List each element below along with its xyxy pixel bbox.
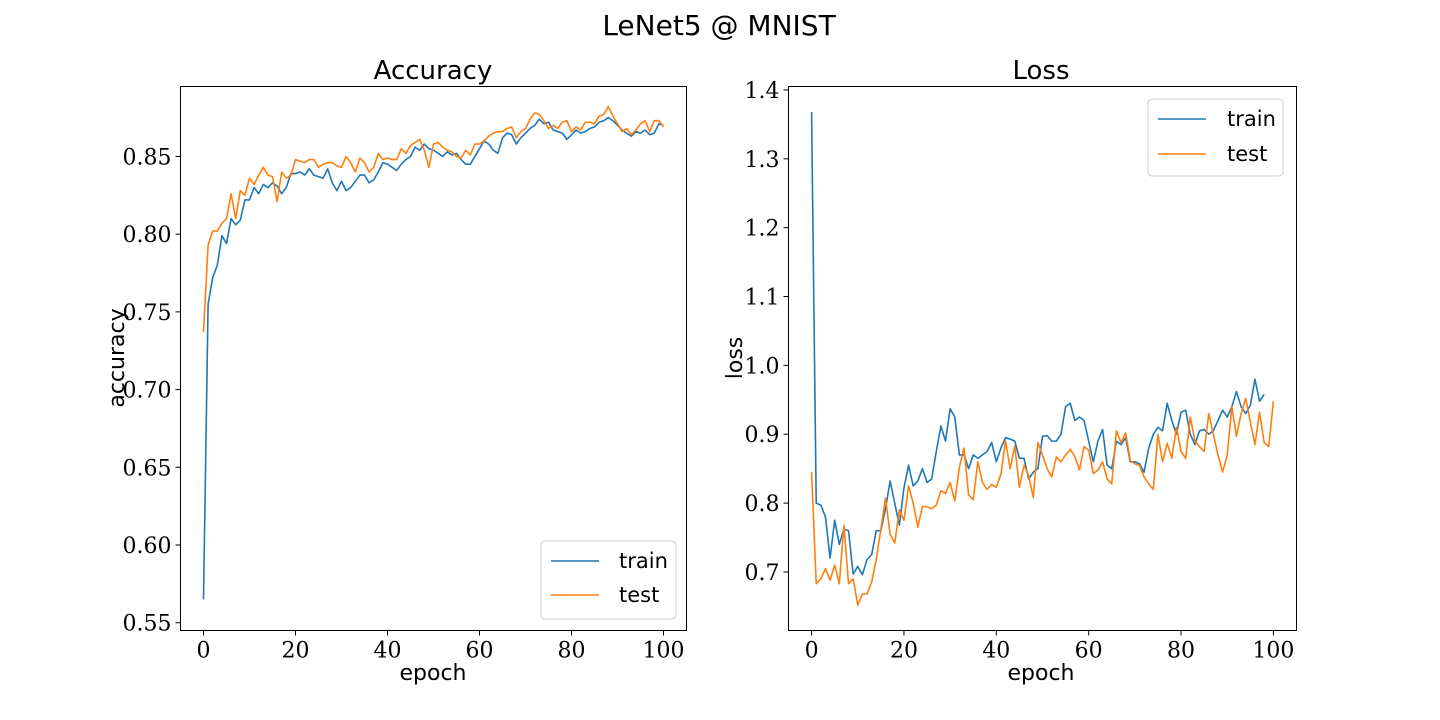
accuracy-xtick-label: 40 xyxy=(374,639,402,664)
loss-plot-lines xyxy=(810,111,1275,606)
figure-title: LeNet5 @ MNIST xyxy=(602,9,836,42)
accuracy-legend-train-label: train xyxy=(619,549,668,573)
accuracy-series-test-line xyxy=(202,105,665,333)
loss-ytick-label: 1.0 xyxy=(745,354,780,379)
loss-xtick-label: 20 xyxy=(890,639,918,664)
loss-legend-train-label: train xyxy=(1227,107,1276,131)
loss-ytick-label: 0.8 xyxy=(745,492,780,517)
loss-axes-title: Loss xyxy=(1012,56,1069,86)
loss-xlabel: epoch xyxy=(1008,661,1075,686)
accuracy-legend-test-label: test xyxy=(619,583,659,607)
accuracy-xlabel: epoch xyxy=(400,661,467,686)
loss-series-test-line xyxy=(810,397,1275,606)
loss-xtick-label: 80 xyxy=(1167,639,1195,664)
accuracy-xtick-label: 60 xyxy=(466,639,494,664)
loss-axes-frame xyxy=(788,86,1297,631)
accuracy-xtick-label: 100 xyxy=(643,639,685,664)
loss-xtick-label: 60 xyxy=(1075,639,1103,664)
accuracy-ytick-label: 0.85 xyxy=(123,145,172,170)
accuracy-xtick-label: 80 xyxy=(558,639,586,664)
loss-legend-test-label: test xyxy=(1227,142,1267,166)
accuracy-ticks: 0 20 40 60 80 100 0.55 0.60 0.65 0.70 0.75 0.80 0.85 xyxy=(123,145,685,663)
accuracy-legend: train test xyxy=(540,540,677,620)
loss-axes: Loss 0 20 40 60 80 100 0.7 0.8 0.9 1.0 1.1 1.2 1.3 1.… xyxy=(723,56,1297,686)
accuracy-ytick-label: 0.80 xyxy=(123,223,172,248)
accuracy-axes: Accuracy 0 20 40 60 80 100 0.55 0.60 0.65 0.70 0.7… xyxy=(105,56,687,686)
loss-ylabel: loss xyxy=(723,337,748,380)
accuracy-xtick-label: 20 xyxy=(282,639,310,664)
loss-ytick-label: 0.7 xyxy=(745,561,780,586)
loss-ytick-label: 1.3 xyxy=(745,148,780,173)
accuracy-plot-lines xyxy=(202,105,665,600)
loss-xtick-label: 0 xyxy=(805,639,819,664)
accuracy-ytick-label: 0.60 xyxy=(123,534,172,559)
accuracy-xtick-label: 0 xyxy=(197,639,211,664)
accuracy-ylabel: accuracy xyxy=(105,308,130,407)
accuracy-axes-title: Accuracy xyxy=(374,56,493,86)
loss-legend: train test xyxy=(1147,98,1284,177)
loss-ytick-label: 1.2 xyxy=(745,217,780,242)
accuracy-ytick-label: 0.70 xyxy=(123,379,172,404)
accuracy-ytick-label: 0.75 xyxy=(123,301,172,326)
loss-xtick-label: 40 xyxy=(982,639,1010,664)
loss-ytick-label: 1.1 xyxy=(745,286,780,311)
loss-xtick-label: 100 xyxy=(1252,639,1294,664)
loss-series-train-line xyxy=(810,111,1265,576)
accuracy-series-train-line xyxy=(202,116,664,600)
loss-ticks: 0 20 40 60 80 100 0.7 0.8 0.9 1.0 1.1 1.2 1.3 1.4 xyxy=(745,79,1295,664)
loss-ytick-label: 1.4 xyxy=(745,79,780,104)
accuracy-ytick-label: 0.65 xyxy=(123,456,172,481)
accuracy-ytick-label: 0.55 xyxy=(123,612,172,637)
loss-ytick-label: 0.9 xyxy=(745,423,780,448)
accuracy-axes-frame xyxy=(180,86,687,631)
